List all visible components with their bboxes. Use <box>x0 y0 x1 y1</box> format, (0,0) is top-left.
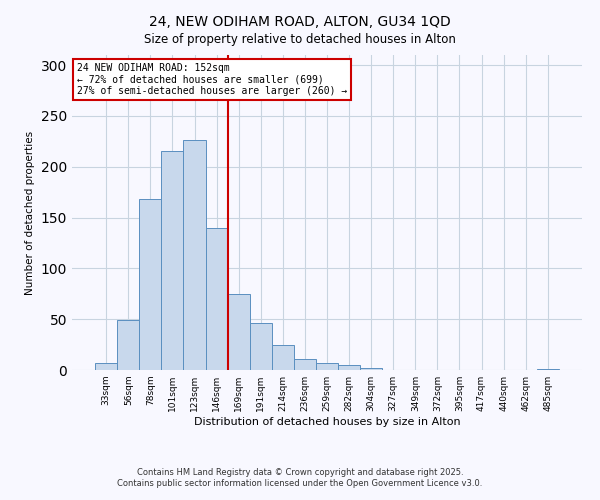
Text: 24 NEW ODIHAM ROAD: 152sqm
← 72% of detached houses are smaller (699)
27% of sem: 24 NEW ODIHAM ROAD: 152sqm ← 72% of deta… <box>77 63 347 96</box>
X-axis label: Distribution of detached houses by size in Alton: Distribution of detached houses by size … <box>194 417 460 427</box>
Bar <box>139 200 161 370</box>
Bar <box>227 294 250 370</box>
Bar <box>161 150 184 370</box>
Bar <box>294 359 316 370</box>
Bar <box>360 368 382 370</box>
Bar <box>117 320 139 370</box>
Bar <box>95 363 117 370</box>
Bar <box>250 324 272 370</box>
Text: Contains HM Land Registry data © Crown copyright and database right 2025.
Contai: Contains HM Land Registry data © Crown c… <box>118 468 482 487</box>
Text: Size of property relative to detached houses in Alton: Size of property relative to detached ho… <box>144 32 456 46</box>
Bar <box>338 365 360 370</box>
Text: 24, NEW ODIHAM ROAD, ALTON, GU34 1QD: 24, NEW ODIHAM ROAD, ALTON, GU34 1QD <box>149 15 451 29</box>
Bar <box>316 363 338 370</box>
Y-axis label: Number of detached properties: Number of detached properties <box>25 130 35 294</box>
Bar <box>206 228 227 370</box>
Bar <box>272 344 294 370</box>
Bar <box>184 140 206 370</box>
Bar <box>537 369 559 370</box>
